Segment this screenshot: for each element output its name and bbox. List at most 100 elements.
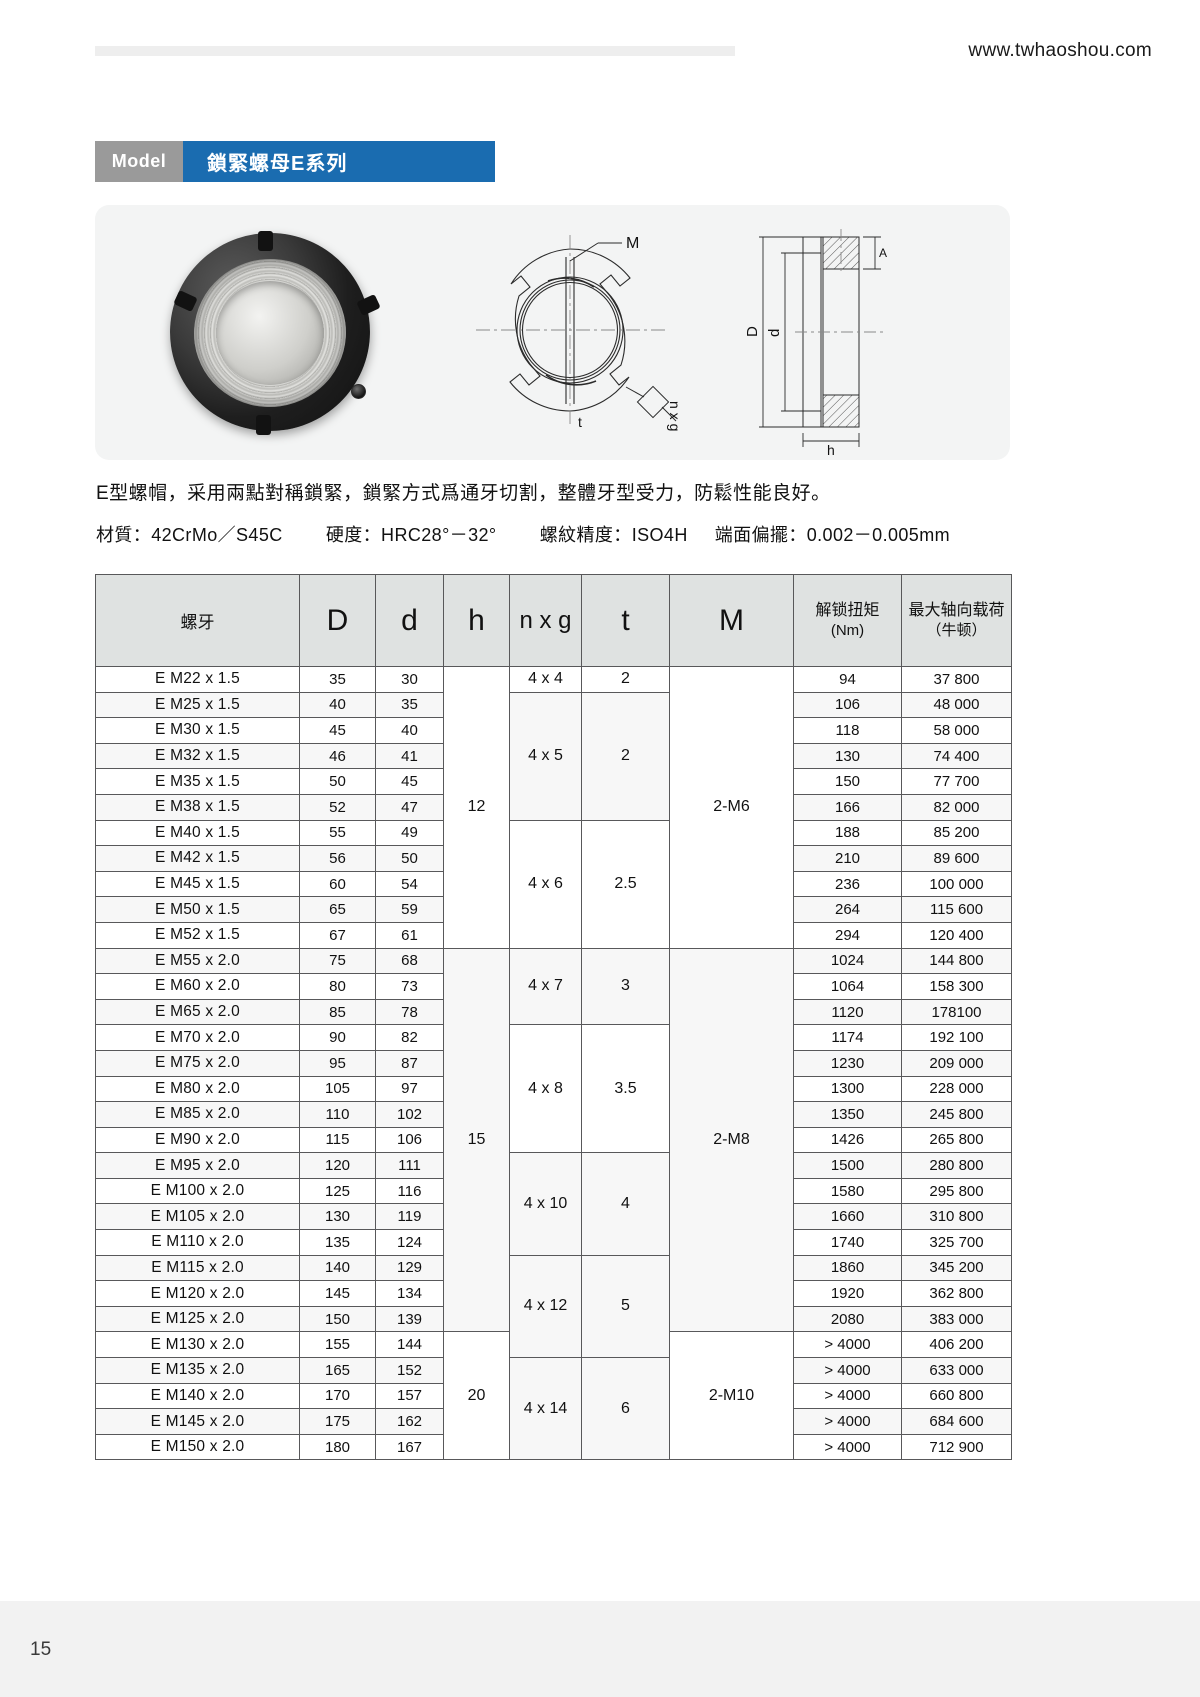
cell-d: 144 [375, 1331, 444, 1359]
cell-t: 3 [581, 947, 670, 1026]
cell-nxg: 4 x 5 [509, 691, 582, 821]
cell-D: 56 [299, 845, 376, 872]
header-h: h [443, 574, 510, 667]
nut-bore [216, 281, 324, 385]
cell-D: 95 [299, 1049, 376, 1077]
cell-torque: > 4000 [793, 1382, 902, 1410]
header-torque-unit: (Nm) [830, 622, 865, 640]
cell-D: 85 [299, 998, 376, 1026]
cell-torque: 118 [793, 717, 902, 744]
cell-torque: 1350 [793, 1101, 902, 1128]
table-row: E M135 x 2.0 165 152 4 x 14 6 > 4000 633 000 [95, 1357, 1012, 1461]
header-torque: 解锁扭矩 (Nm) [793, 574, 902, 667]
nut-slot [256, 415, 271, 435]
cell-h: 20 [443, 1331, 510, 1461]
cell-thread: E M30 x 1.5 [95, 717, 300, 744]
cell-D: 105 [299, 1075, 376, 1103]
cell-d: 73 [375, 973, 444, 1000]
cell-d: 78 [375, 998, 444, 1026]
cell-d: 106 [375, 1126, 444, 1154]
cell-torque: 188 [793, 819, 902, 847]
cell-torque: 1660 [793, 1203, 902, 1231]
set-screw-icon [351, 384, 366, 399]
label-M: M [626, 235, 639, 252]
cell-thread: E M70 x 2.0 [95, 1024, 300, 1051]
table-row: E M130 x 2.0 155 144 20 2-M10 > 4000 406 200 [95, 1331, 1012, 1461]
product-description: E型螺帽，采用兩點對稱鎖緊，鎖緊方式爲通牙切割，整體牙型受力，防鬆性能良好。 [96, 483, 831, 504]
product-specs: 材質：42CrMo／S45C 硬度：HRC28°－32° 螺紋精度：ISO4H … [96, 525, 950, 545]
cell-thread: E M95 x 2.0 [95, 1152, 300, 1179]
cell-thread: E M80 x 2.0 [95, 1075, 300, 1103]
cell-load: 100 000 [901, 870, 1012, 898]
table-row: E M100 x 2.0 125 116 1580 295 800 [95, 1177, 1012, 1205]
label-t: t [578, 414, 582, 430]
cell-d: 50 [375, 845, 444, 872]
cell-nxg: 4 x 7 [509, 947, 582, 1026]
table-row: E M145 x 2.0 175 162 > 4000 684 600 [95, 1408, 1012, 1435]
header-nxg: n x g [509, 574, 582, 667]
cell-torque: 2080 [793, 1305, 902, 1333]
table-row: E M90 x 2.0 115 106 1426 265 800 [95, 1126, 1012, 1154]
cell-torque: 264 [793, 896, 902, 923]
cell-D: 125 [299, 1177, 376, 1205]
cell-t: 6 [581, 1357, 670, 1461]
cell-D: 55 [299, 819, 376, 847]
cell-load: 115 600 [901, 896, 1012, 923]
nut-slot [258, 231, 273, 251]
cell-D: 67 [299, 921, 376, 949]
table-row: E M35 x 1.5 50 45 150 77 700 [95, 768, 1012, 795]
cell-thread: E M25 x 1.5 [95, 691, 300, 719]
cell-thread: E M130 x 2.0 [95, 1331, 300, 1359]
cell-torque: 1064 [793, 973, 902, 1000]
cell-torque: 1174 [793, 1024, 902, 1051]
cell-load: 178100 [901, 998, 1012, 1026]
cell-t: 2 [581, 666, 670, 693]
cell-d: 139 [375, 1305, 444, 1333]
cell-torque: 1230 [793, 1049, 902, 1077]
cell-thread: E M52 x 1.5 [95, 921, 300, 949]
cell-D: 65 [299, 896, 376, 923]
cell-load: 85 200 [901, 819, 1012, 847]
cell-d: 87 [375, 1049, 444, 1077]
cell-t: 4 [581, 1152, 670, 1256]
cell-d: 102 [375, 1101, 444, 1128]
table-row: E M80 x 2.0 105 97 1300 228 000 [95, 1075, 1012, 1103]
table-row: E M70 x 2.0 90 82 4 x 8 3.5 1174 192 100 [95, 1024, 1012, 1154]
model-title: 鎖緊螺母E系列 [183, 141, 495, 182]
cell-thread: E M115 x 2.0 [95, 1254, 300, 1282]
table-row: E M50 x 1.5 65 59 264 115 600 [95, 896, 1012, 923]
cell-load: 158 300 [901, 973, 1012, 1000]
cell-torque: 1740 [793, 1229, 902, 1256]
header-load-unit: （牛顿） [926, 622, 987, 640]
table-header-row: 螺牙 D d h n x g t M 解锁扭矩 (Nm) 最大轴向载荷 （牛顿） [95, 574, 1012, 667]
cell-load: 58 000 [901, 717, 1012, 744]
cell-D: 180 [299, 1433, 376, 1461]
cell-load: 74 400 [901, 742, 1012, 770]
cell-thread: E M42 x 1.5 [95, 845, 300, 872]
cell-d: 167 [375, 1433, 444, 1461]
cell-load: 325 700 [901, 1229, 1012, 1256]
cell-D: 46 [299, 742, 376, 770]
cell-load: 89 600 [901, 845, 1012, 872]
product-photo [157, 220, 383, 444]
cell-load: 383 000 [901, 1305, 1012, 1333]
cell-nxg: 4 x 6 [509, 819, 582, 949]
cell-thread: E M90 x 2.0 [95, 1126, 300, 1154]
cell-thread: E M110 x 2.0 [95, 1229, 300, 1256]
cell-D: 35 [299, 666, 376, 693]
cell-d: 30 [375, 666, 444, 693]
table-row: E M85 x 2.0 110 102 1350 245 800 [95, 1101, 1012, 1128]
cell-thread: E M100 x 2.0 [95, 1177, 300, 1205]
cell-torque: 106 [793, 691, 902, 719]
cell-torque: > 4000 [793, 1408, 902, 1435]
cell-t: 3.5 [581, 1024, 670, 1154]
cell-thread: E M32 x 1.5 [95, 742, 300, 770]
cell-D: 52 [299, 793, 376, 821]
table-row: E M32 x 1.5 46 41 130 74 400 [95, 742, 1012, 770]
table-body: E M22 x 1.5 35 30 12 4 x 4 2 2-M6 94 37 800 E M25… [95, 666, 1012, 1461]
cell-thread: E M75 x 2.0 [95, 1049, 300, 1077]
cell-nxg: 4 x 10 [509, 1152, 582, 1256]
header-t: t [581, 574, 670, 667]
cell-torque: 1426 [793, 1126, 902, 1154]
cell-d: 129 [375, 1254, 444, 1282]
